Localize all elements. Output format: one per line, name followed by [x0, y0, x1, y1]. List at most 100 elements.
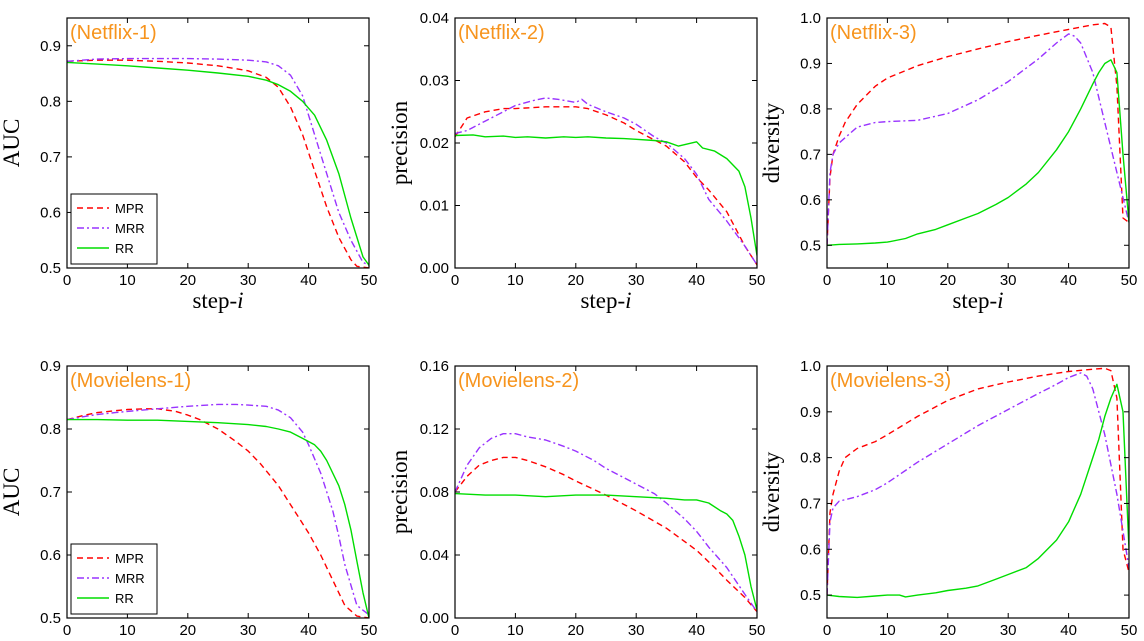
y-tick-label: 0.7 [40, 484, 61, 501]
x-axis-label-prefix: step- [580, 288, 625, 313]
series-line-mpr [827, 367, 1129, 596]
series-line-mpr [455, 456, 757, 613]
y-axis-label: precision [387, 449, 412, 534]
y-tick-label: 0.7 [800, 495, 821, 512]
y-tick-label: 0.6 [40, 204, 61, 221]
series-line-rr [455, 492, 757, 611]
y-tick-label: 0.08 [420, 484, 449, 501]
series-group [827, 367, 1129, 599]
x-tick-label: 10 [507, 272, 524, 289]
chart-netflix-2: 0 10 20 30 40 50 0.00 0.01 0.02 0.03 0.04 step-i pre… [387, 10, 765, 313]
y-axis-label: diversity [759, 451, 784, 532]
x-axis-label-var: i [625, 288, 631, 313]
y-tick-label: 0.8 [800, 450, 821, 467]
x-tick-label: 40 [1060, 622, 1077, 639]
y-tick-label: 0.00 [420, 260, 449, 277]
y-tick-label: 1.0 [800, 10, 821, 27]
x-tick-label: 50 [361, 622, 378, 639]
x-tick-label: 30 [240, 272, 257, 289]
series-line-mpr [67, 408, 369, 618]
panel-title: (Netflix-2) [458, 22, 545, 44]
panel-title: (Netflix-3) [830, 22, 917, 44]
y-tick-label: 0.12 [420, 421, 449, 438]
plot-frame [826, 365, 1130, 619]
x-tick-label: 40 [1060, 272, 1077, 289]
x-axis-label: step-i [580, 288, 631, 313]
y-tick-label: 0.16 [420, 358, 449, 375]
x-tick-label: 30 [1000, 272, 1017, 289]
legend-label-mrr: MRR [115, 571, 145, 586]
series-group [455, 433, 757, 613]
panel-title: (Netflix-1) [70, 22, 157, 44]
series-line-rr [67, 61, 369, 266]
x-axis-label: step-i [580, 638, 631, 641]
x-tick-label: 20 [567, 622, 584, 639]
x-axis-label-var: i [237, 638, 243, 641]
series-group [827, 22, 1129, 246]
x-tick-label: 0 [63, 622, 71, 639]
x-tick-label: 40 [300, 622, 317, 639]
x-tick-label: 20 [939, 622, 956, 639]
x-tick-label: 0 [823, 622, 831, 639]
x-tick-label: 0 [451, 622, 459, 639]
series-line-rr [827, 383, 1129, 599]
x-axis-label: step-i [192, 638, 243, 641]
x-tick-label: 20 [179, 272, 196, 289]
series-line-mrr [827, 33, 1129, 246]
y-tick-label: 0.9 [800, 55, 821, 72]
series-line-mrr [455, 97, 757, 266]
legend-label-rr: RR [115, 591, 134, 606]
y-tick-label: 0.5 [40, 610, 61, 627]
x-axis-label-prefix: step- [192, 288, 237, 313]
legend-box [70, 193, 158, 265]
legend: MPR MRR RR [70, 543, 158, 615]
series-line-mpr [455, 106, 757, 266]
y-tick-label: 0.9 [40, 358, 61, 375]
y-tick-label: 0.02 [420, 135, 449, 152]
y-tick-label: 0.04 [420, 10, 449, 27]
series-line-mrr [67, 57, 369, 266]
legend-label-mpr: MPR [115, 551, 144, 566]
plot-frame [454, 17, 758, 269]
y-axis-label: precision [387, 100, 412, 185]
y-tick-label: 0.04 [420, 547, 449, 564]
x-axis-label-prefix: step- [952, 638, 997, 641]
x-axis-label: step-i [192, 288, 243, 313]
x-tick-label: 50 [749, 272, 766, 289]
y-axis-label: diversity [759, 102, 784, 183]
legend-label-rr: RR [115, 241, 134, 256]
x-tick-label: 0 [823, 272, 831, 289]
chart-netflix-1: 0 10 20 30 40 50 0.5 0.6 0.7 0.8 0.9 step-i AUC (Netf… [0, 17, 377, 313]
y-tick-label: 0.6 [800, 541, 821, 558]
plot-frame [454, 365, 758, 619]
x-axis-label-var: i [997, 288, 1003, 313]
y-tick-label: 0.01 [420, 198, 449, 215]
x-axis-label: step-i [952, 288, 1003, 313]
y-tick-label: 0.6 [800, 192, 821, 209]
x-tick-label: 30 [628, 272, 645, 289]
y-tick-label: 0.9 [40, 38, 61, 55]
y-tick-label: 0.9 [800, 404, 821, 421]
x-tick-label: 10 [119, 272, 136, 289]
x-axis-label-var: i [625, 638, 631, 641]
y-tick-label: 0.5 [40, 260, 61, 277]
x-tick-label: 10 [119, 622, 136, 639]
panel-title: (Movielens-2) [458, 370, 579, 392]
y-tick-label: 0.5 [800, 587, 821, 604]
series-line-mpr [827, 22, 1129, 246]
legend: MPR MRR RR [70, 193, 158, 265]
x-tick-label: 50 [1121, 622, 1138, 639]
y-tick-label: 0.8 [800, 101, 821, 118]
panel-title: (Movielens-1) [70, 370, 191, 392]
series-line-rr [455, 134, 757, 256]
y-tick-label: 0.7 [40, 149, 61, 166]
y-tick-label: 0.8 [40, 93, 61, 110]
series-group [67, 403, 369, 618]
chart-movielens-1: 0 10 20 30 40 50 0.5 0.6 0.7 0.8 0.9 step-i AUC (Movi… [0, 358, 377, 641]
chart-movielens-2: 0 10 20 30 40 50 0.00 0.04 0.08 0.12 0.16 step-i pre… [387, 358, 765, 641]
x-tick-label: 0 [451, 272, 459, 289]
y-axis-label: AUC [0, 468, 24, 517]
x-axis-label-prefix: step- [952, 288, 997, 313]
y-tick-label: 0.6 [40, 547, 61, 564]
